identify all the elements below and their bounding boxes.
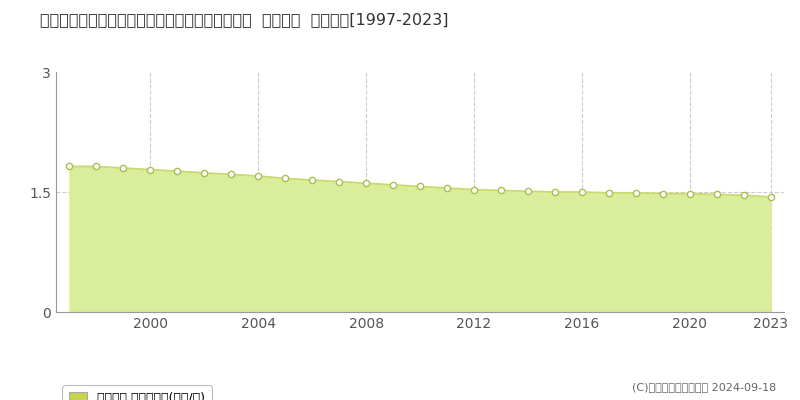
Text: 福島県耶麻郡北塩原村大字桧原字早稲沢５４１番  基準地価  地価推移[1997-2023]: 福島県耶麻郡北塩原村大字桧原字早稲沢５４１番 基準地価 地価推移[1997-20… [40, 12, 449, 27]
Text: (C)土地価格ドットコム 2024-09-18: (C)土地価格ドットコム 2024-09-18 [632, 382, 776, 392]
Legend: 基準地価 平均坪単価(万円/坪): 基準地価 平均坪単価(万円/坪) [62, 386, 211, 400]
